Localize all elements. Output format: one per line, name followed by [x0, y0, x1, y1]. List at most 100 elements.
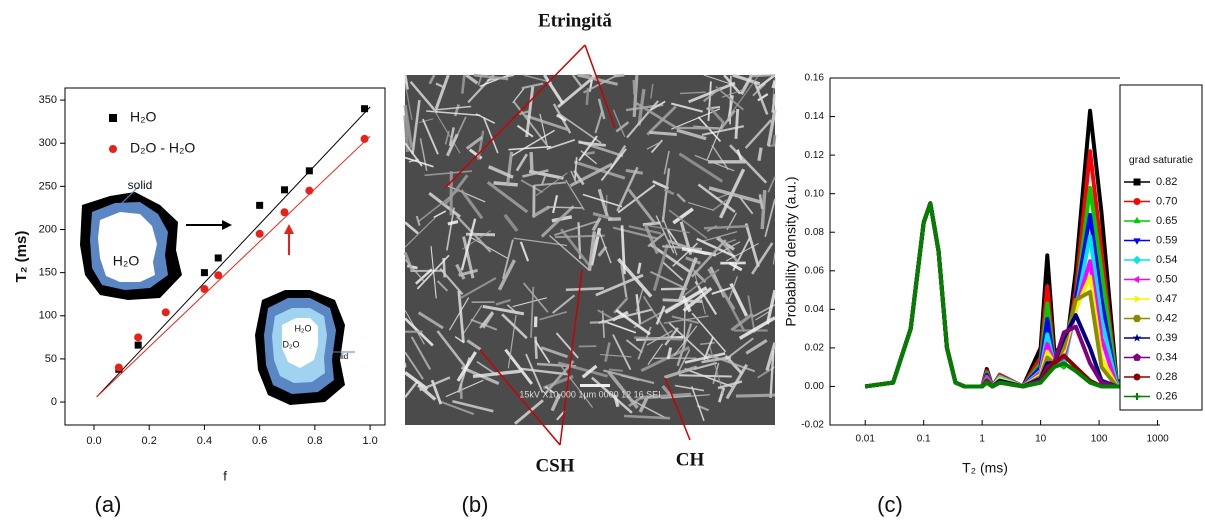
legend-label: 0.59 [1156, 234, 1177, 246]
legend-label: 0.82 [1156, 176, 1177, 188]
legend-label: 0.47 [1156, 293, 1177, 305]
legend-marker [109, 114, 117, 122]
marker [162, 308, 170, 316]
x-tick-label: 1 [979, 434, 985, 445]
texture [609, 370, 623, 371]
x-tick-label: 0.0 [86, 435, 101, 447]
arrow-head [284, 224, 294, 234]
legend-label: 0.26 [1156, 390, 1177, 402]
marker [256, 230, 264, 238]
pore-inset [80, 187, 182, 300]
y-tick-label: 0.12 [805, 150, 825, 161]
legend-label: 0.65 [1156, 215, 1177, 227]
panel-label: (c) [877, 492, 903, 517]
x-tick-label: 1000 [1146, 434, 1169, 445]
annotation: solid [128, 178, 153, 192]
marker [115, 364, 123, 372]
panel-label: (a) [95, 492, 122, 517]
y-tick-label: 50 [45, 353, 57, 365]
legend-marker [1134, 179, 1141, 186]
x-tick-label: 0.01 [855, 434, 875, 445]
y-tick-label: 350 [39, 94, 57, 106]
texture [548, 207, 583, 208]
y-tick-label: 0.10 [805, 188, 825, 199]
texture [494, 183, 518, 185]
annotation: D₂O [283, 339, 300, 349]
texture [736, 395, 775, 396]
annotation: H₂O [295, 323, 312, 333]
legend-title: grad saturatie [1129, 154, 1193, 166]
arrows [186, 220, 294, 255]
y-tick-label: 0.14 [805, 111, 825, 122]
x-tick-label: 0.2 [142, 435, 157, 447]
y-tick-label: 150 [39, 267, 57, 279]
legend-label: 0.39 [1156, 332, 1177, 344]
marker [305, 187, 313, 195]
legend-label: 0.28 [1156, 371, 1177, 383]
marker [281, 186, 288, 193]
texture [679, 375, 732, 376]
texture [405, 363, 406, 368]
x-tick-label: 10 [1035, 434, 1047, 445]
scale-bar [580, 384, 610, 387]
x-tick-label: 0.1 [917, 434, 931, 445]
y-tick-label: 0.06 [805, 265, 825, 276]
texture [736, 109, 738, 139]
texture [773, 81, 775, 89]
marker [200, 285, 208, 293]
x-tick-label: 0.8 [307, 435, 322, 447]
texture [774, 135, 775, 146]
texture [634, 80, 635, 95]
arrow-head [222, 220, 232, 230]
marker [361, 135, 369, 143]
marker [201, 269, 208, 276]
texture [566, 288, 604, 289]
y-tick-label: 0 [51, 396, 57, 408]
legend-label: 0.34 [1156, 351, 1177, 363]
x-axis-label: T₂ (ms) [962, 460, 1008, 476]
marker [361, 105, 368, 112]
texture [643, 223, 661, 225]
y-tick-label: 200 [39, 223, 57, 235]
marker [214, 271, 222, 279]
texture [535, 337, 536, 359]
sem-scale-text: 15kV X10,000 1μm 0000 12 16 SEI [519, 389, 660, 399]
sem-image [405, 75, 775, 425]
annotation: H₂O [113, 253, 140, 269]
marker [280, 208, 288, 216]
legend-label: 0.50 [1156, 273, 1177, 285]
y-tick-label: 0.16 [805, 73, 825, 84]
sem-label: CSH [535, 455, 574, 476]
x-tick-label: 0.6 [252, 435, 267, 447]
sem-label: Etringită [538, 10, 612, 31]
pore-inset [255, 290, 355, 405]
x-tick-label: 0.4 [197, 435, 212, 447]
marker [256, 202, 263, 209]
legend-marker [1134, 374, 1141, 381]
marker [306, 167, 313, 174]
legend-label: D₂O - H₂O [130, 140, 195, 156]
marker [135, 342, 142, 349]
legend-label: 0.54 [1156, 254, 1177, 266]
y-tick-label: 300 [39, 137, 57, 149]
texture [677, 128, 719, 129]
x-axis-label: f [223, 468, 227, 483]
y-tick-label: 0.04 [805, 304, 825, 315]
marker [134, 333, 142, 341]
marker [215, 254, 222, 261]
texture [587, 88, 588, 105]
figure: Etringită CSH CH 15kV X10,000 1μm 0000 1… [0, 0, 1205, 522]
y-axis-label: T₂ (ms) [13, 231, 30, 283]
annotation: solid [332, 352, 348, 361]
sem-label: CH [676, 449, 705, 470]
texture [531, 152, 532, 173]
texture [759, 148, 761, 161]
y-axis-label: Probability density (a.u.) [783, 176, 799, 326]
panel-label: (b) [462, 492, 489, 517]
y-tick-label: 0.08 [805, 227, 825, 238]
x-tick-label: 1.0 [362, 435, 377, 447]
legend-label: 0.70 [1156, 195, 1177, 207]
y-tick-label: 100 [39, 310, 57, 322]
y-tick-label: 0.00 [805, 381, 825, 392]
y-tick-label: -0.02 [801, 420, 824, 431]
